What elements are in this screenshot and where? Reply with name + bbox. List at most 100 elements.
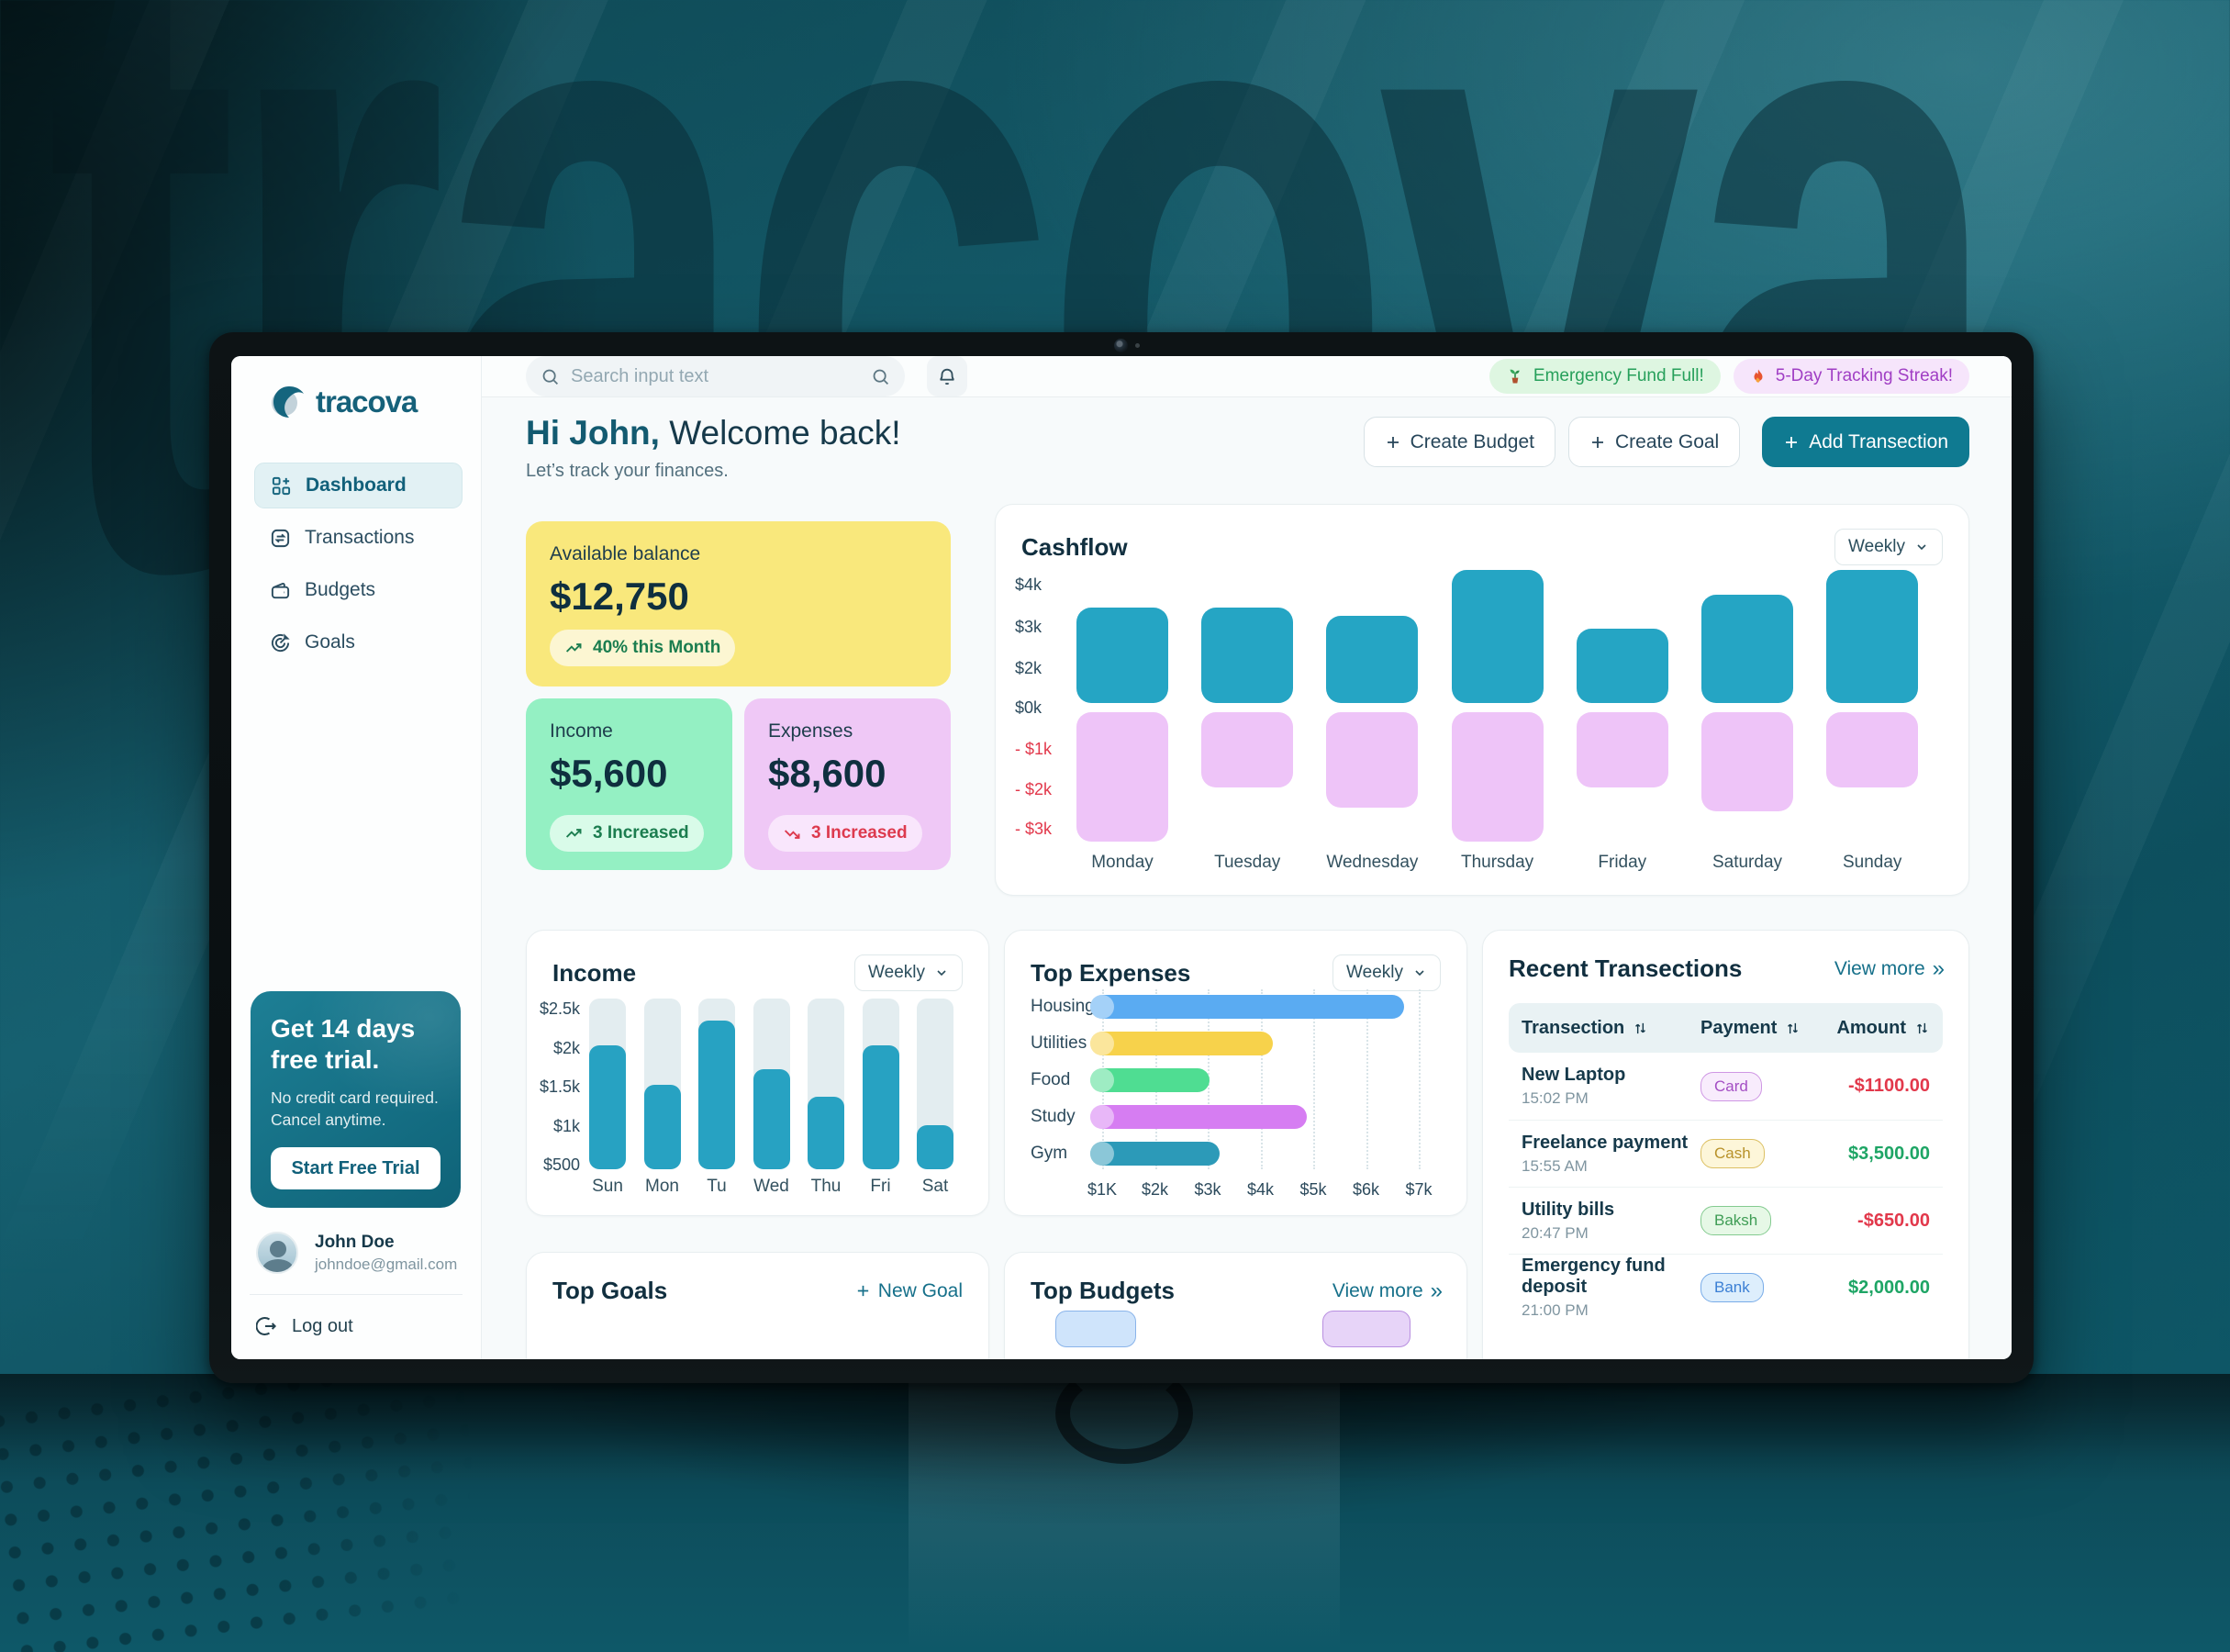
income-day-label: Mon [645,1177,679,1196]
income-value: $5,600 [550,752,668,795]
transaction-time: 15:55 AM [1522,1156,1588,1175]
balance-value: $12,750 [550,575,689,618]
income-day-label: Fri [870,1177,891,1196]
expenses-label: Expenses [768,720,853,742]
dashboard-content: Hi John, Welcome back! Let’s track your … [482,397,2012,1359]
sidebar: tracova Dashboard [231,356,482,1359]
chevron-down-icon [1914,540,1929,554]
top-budgets-title: Top Budgets [1031,1277,1175,1304]
sidebar-item-budgets[interactable]: Budgets [254,567,463,613]
user-name: John Doe [315,1232,395,1252]
plant-icon [1506,367,1524,385]
add-transaction-button[interactable]: Add Transection [1762,417,1969,467]
status-badges: Emergency Fund Full! 5-Day Tracking Stre… [1489,359,1969,394]
page-title: Hi John, Welcome back! [526,414,901,452]
budgets-view-more-link[interactable]: View more» [1332,1278,1443,1303]
search-input[interactable] [571,365,860,387]
income-ytick: $2k [552,1038,580,1057]
sidebar-item-label: Transactions [305,527,415,548]
trial-body: No credit card required. Cancel anytime. [271,1088,439,1129]
expenses-bar [1090,995,1405,1019]
transaction-row[interactable]: Utility bills 20:47 PM Baksh -$650.00 [1509,1187,1943,1254]
transactions-view-more-link[interactable]: View more» [1834,955,1945,981]
cashflow-period-dropdown[interactable]: Weekly [1834,529,1943,565]
transaction-info: Emergency fund deposit 21:00 PM [1522,1256,1700,1320]
cashflow-bar-negative [1451,712,1544,842]
cashflow-day-label: Friday [1598,853,1647,872]
trend-up-icon [564,824,584,843]
expenses-period-dropdown[interactable]: Weekly [1332,954,1441,991]
expenses-xtick: $7k [1405,1180,1433,1199]
transaction-name: New Laptop [1522,1065,1626,1085]
cashflow-ytick: $0k [1015,698,1043,717]
search-bar[interactable] [526,356,905,396]
cashflow-ytick: $3k [1015,618,1043,636]
desk-scene [0,1348,2230,1652]
income-bar [917,1124,953,1169]
income-period-dropdown[interactable]: Weekly [854,954,963,991]
cashflow-title: Cashflow [1021,532,1128,561]
cashflow-bar-positive [1826,569,1919,703]
streak-badge: 5-Day Tracking Streak! [1733,359,1969,394]
logout-button[interactable]: Log out [231,1315,481,1337]
cashflow-day-label: Saturday [1712,853,1783,872]
expenses-bar-cap [1090,1105,1114,1129]
expenses-category-label: Food [1031,1070,1071,1089]
dashboard-icon [271,475,292,497]
plus-icon [1589,434,1606,451]
sort-icon[interactable] [1633,1021,1648,1036]
top-goals-panel: Top Goals New Goal [526,1252,989,1359]
chevron-down-icon [934,966,949,980]
transaction-row[interactable]: Emergency fund deposit 21:00 PM Bank $2,000… [1509,1254,1943,1321]
cashflow-bar-negative [1076,712,1168,842]
cashflow-ytick: $4k [1015,575,1043,594]
expenses-trend-pill: 3 Increased [768,815,922,852]
transaction-name: Utility bills [1522,1199,1615,1220]
income-day-label: Sun [592,1177,623,1196]
wallet-icon [270,580,291,601]
sidebar-item-dashboard[interactable]: Dashboard [254,463,463,508]
cashflow-day-label: Wednesday [1326,853,1419,872]
transaction-row[interactable]: New Laptop 15:02 PM Card -$1100.00 [1509,1053,1943,1120]
sidebar-item-goals[interactable]: Goals [254,620,463,665]
expenses-bar-cap [1090,1068,1114,1092]
expenses-bar [1090,1105,1307,1129]
income-bar [589,1044,626,1169]
expenses-plot: $1K $2k $3k $4k $5k $6k $7k Housing Utilities Foo… [1005,931,1466,1215]
sort-icon[interactable] [1785,1021,1801,1036]
income-ytick: $1k [552,1116,580,1135]
sort-icon[interactable] [1914,1021,1930,1036]
sidebar-item-transactions[interactable]: Transactions [254,515,463,561]
transaction-row[interactable]: Freelance payment 15:55 AM Cash $3,500.00 [1509,1120,1943,1187]
budget-chip[interactable] [1055,1311,1136,1347]
available-balance-card: Available balance $12,750 40% this Month [526,521,951,686]
budget-chip[interactable] [1322,1311,1410,1347]
expenses-xtick: $4k [1246,1180,1275,1199]
expenses-bar-cap [1090,1142,1114,1166]
create-budget-button[interactable]: Create Budget [1363,417,1555,467]
plus-icon [855,1283,871,1299]
income-ytick: $2.5k [539,999,580,1018]
start-free-trial-button[interactable]: Start Free Trial [271,1147,440,1189]
new-goal-button[interactable]: New Goal [855,1280,963,1302]
user-profile[interactable]: John Doe johndoe@gmail.com [231,1232,481,1274]
desk-shade [0,1374,2230,1652]
create-goal-button[interactable]: Create Goal [1568,417,1741,467]
cashflow-ytick: - $2k [1015,780,1053,798]
transactions-icon [270,528,291,549]
cashflow-bar-positive [1451,569,1544,703]
transaction-info: Utility bills 20:47 PM [1522,1200,1700,1243]
income-label: Income [550,720,613,742]
expenses-category-label: Gym [1031,1144,1068,1163]
notifications-button[interactable] [927,356,967,396]
expenses-gridline [1419,989,1421,1169]
sidebar-nav: Dashboard Transactions [231,463,481,665]
income-day-label: Thu [810,1177,842,1196]
double-chevron-icon: » [1430,1278,1443,1303]
expenses-xtick: $3k [1194,1180,1221,1199]
balance-trend-pill: 40% this Month [550,630,736,666]
income-ytick: $500 [542,1155,580,1174]
plus-icon [1385,434,1401,451]
cashflow-day-label: Tuesday [1214,853,1281,872]
trial-title: Get 14 days free trial. [271,1014,416,1074]
